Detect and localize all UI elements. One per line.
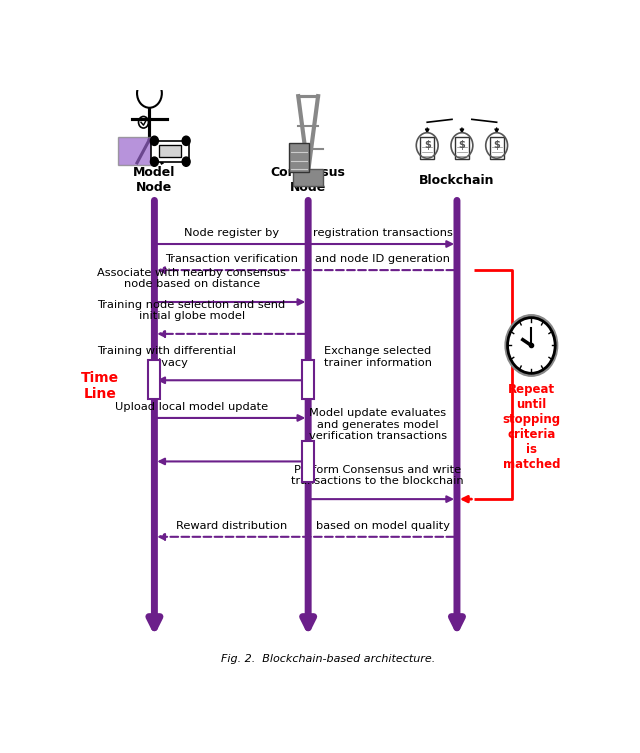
Text: Model update evaluates
and generates model
verification transactions: Model update evaluates and generates mod… (308, 408, 447, 441)
Text: Node register by: Node register by (184, 228, 279, 238)
Circle shape (182, 136, 190, 145)
Text: Model
Node: Model Node (133, 166, 175, 194)
Text: based on model quality: based on model quality (316, 521, 449, 531)
Bar (118, 138, 154, 165)
Text: Repeat
until
stopping
criteria
is
matched: Repeat until stopping criteria is matche… (502, 383, 561, 471)
Text: Perform Consensus and write
transactions to the blockchain: Perform Consensus and write transactions… (291, 465, 464, 486)
Bar (152, 141, 189, 162)
Bar (293, 169, 323, 186)
Circle shape (150, 136, 158, 145)
Text: Reward distribution: Reward distribution (175, 521, 287, 531)
Text: $: $ (493, 141, 500, 151)
Text: and node ID generation: and node ID generation (315, 255, 450, 264)
Bar (490, 137, 504, 159)
Text: Exchange selected
trainer information: Exchange selected trainer information (324, 346, 431, 367)
Text: Fig. 2.  Blockchain-based architecture.: Fig. 2. Blockchain-based architecture. (221, 654, 435, 664)
Text: registration transactions: registration transactions (312, 228, 452, 238)
Text: Time
Line: Time Line (81, 371, 119, 401)
Text: Blockchain: Blockchain (419, 174, 495, 187)
Bar (302, 360, 314, 399)
Circle shape (182, 157, 190, 166)
Circle shape (505, 315, 557, 376)
Text: Training with differential
privacy: Training with differential privacy (97, 346, 236, 367)
Text: $: $ (458, 141, 465, 151)
Text: Upload local model update: Upload local model update (115, 402, 268, 412)
Bar (289, 142, 309, 172)
Bar (420, 137, 434, 159)
Text: Consensus
Node: Consensus Node (271, 166, 346, 194)
Circle shape (508, 318, 555, 373)
Text: Training node selection and send
initial globe model: Training node selection and send initial… (97, 300, 285, 321)
Bar (159, 145, 181, 157)
Text: Transaction verification: Transaction verification (164, 255, 298, 264)
Circle shape (150, 157, 158, 166)
Bar (302, 441, 314, 482)
Text: Associate with nearby consensus
node based on distance: Associate with nearby consensus node bas… (97, 267, 286, 289)
Bar (148, 360, 161, 399)
Text: $: $ (424, 141, 431, 151)
Bar (455, 137, 469, 159)
